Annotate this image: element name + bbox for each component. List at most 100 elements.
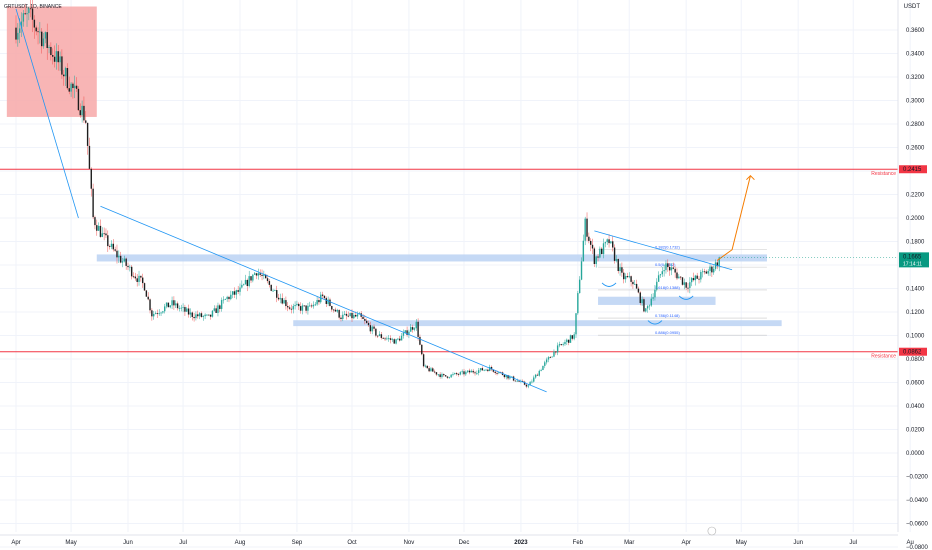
- price-axis[interactable]: 0.3600 0.3400 0.3200 0.3000 0.2800 0.2600 0.24…: [897, 0, 929, 550]
- candle-body: [426, 365, 428, 369]
- resistance-price-label: 0.0862: [903, 350, 922, 356]
- rounding-bottom-arc: [678, 295, 694, 300]
- candle-body: [217, 305, 219, 313]
- candle-body: [601, 248, 603, 255]
- candle-body: [659, 274, 662, 276]
- candle-body: [252, 274, 254, 281]
- candle-body: [476, 373, 478, 374]
- fib-label: 0.618(0.1388): [655, 285, 681, 290]
- candle-body: [356, 314, 359, 317]
- candle-body: [367, 322, 370, 326]
- candle-body: [134, 276, 137, 279]
- candle-body: [562, 344, 564, 345]
- candle-body: [388, 338, 390, 340]
- projection-arrow[interactable]: [717, 174, 755, 261]
- candle-body: [64, 68, 67, 77]
- candle-body: [281, 298, 283, 304]
- candle-body: [239, 287, 241, 292]
- candle-body: [318, 300, 320, 303]
- candle-body: [588, 236, 590, 241]
- candle-body: [489, 366, 491, 372]
- candle-body: [165, 302, 168, 307]
- candle-body: [272, 290, 274, 292]
- trendline[interactable]: [15, 8, 79, 219]
- resistance-tag: Resistance: [871, 354, 896, 360]
- candle-body: [413, 328, 416, 330]
- candle-body: [235, 290, 238, 295]
- candle-body: [468, 370, 471, 373]
- y-tick-label: 0.0200: [906, 428, 925, 434]
- candle-body: [153, 313, 155, 317]
- resistance-price-box: [899, 347, 927, 356]
- support-resistance-zone: [96, 254, 767, 262]
- candle-body: [505, 375, 507, 378]
- candle-body: [255, 273, 258, 276]
- candle-body: [338, 310, 340, 318]
- candle-body: [310, 305, 313, 307]
- candle-body: [219, 305, 221, 309]
- resistance-lines[interactable]: Resistance Resistance: [0, 168, 898, 360]
- candle-body: [663, 270, 665, 272]
- candle-body: [705, 271, 708, 274]
- candle-body: [591, 244, 594, 249]
- candle-body: [156, 313, 159, 315]
- event-flag-icon[interactable]: [707, 526, 717, 536]
- candle-body: [571, 335, 574, 339]
- candle-body: [542, 365, 544, 371]
- last-price-countdown: 17:14:11: [903, 261, 922, 267]
- candle-body: [630, 276, 632, 282]
- y-tick-label: 0.3200: [906, 75, 925, 81]
- y-tick-label: 0.0400: [906, 404, 925, 410]
- candle-body: [474, 372, 476, 374]
- candle-body: [683, 282, 686, 285]
- projection-path[interactable]: [717, 175, 751, 261]
- candle-body: [656, 281, 658, 290]
- candle-body: [602, 243, 605, 255]
- candle-body: [448, 377, 451, 379]
- candle-body: [422, 354, 425, 367]
- candle-body: [195, 314, 197, 319]
- y-tick-label: 0.1200: [906, 310, 925, 316]
- candle-body: [162, 311, 164, 313]
- y-tick-label: 0.3600: [906, 28, 925, 34]
- candle-body: [613, 247, 616, 261]
- trendline[interactable]: [100, 205, 547, 393]
- y-tick-label: 0.1800: [906, 240, 925, 246]
- candle-body: [149, 299, 151, 311]
- candle-body: [222, 299, 225, 301]
- candle-body: [158, 313, 160, 315]
- candle-body: [329, 299, 331, 306]
- candle-body: [410, 327, 412, 332]
- candle-body: [648, 305, 651, 307]
- trendlines[interactable]: [15, 8, 733, 393]
- trendline[interactable]: [594, 230, 733, 271]
- candle-body: [641, 299, 643, 304]
- candle-body: [55, 51, 58, 62]
- candle-body: [681, 277, 684, 285]
- candle-body: [44, 32, 47, 39]
- candle-body: [173, 300, 175, 306]
- candle-body: [105, 233, 107, 236]
- candle-body: [670, 267, 673, 271]
- candle-body: [454, 373, 456, 375]
- candle-body: [531, 381, 533, 383]
- y-tick-label: −0.0400: [906, 498, 929, 504]
- candle-body: [584, 218, 586, 241]
- candle-body: [261, 274, 263, 276]
- candle-body: [538, 370, 540, 376]
- x-tick-label: Aug: [235, 540, 246, 546]
- candle-body: [707, 270, 709, 274]
- candle-body: [53, 56, 56, 62]
- candle-body: [332, 309, 335, 311]
- candle-body: [259, 273, 261, 275]
- time-axis[interactable]: Apr May Jun Jul Aug Sep Oct Nov Dec 2023 Feb Mar Apr…: [0, 526, 914, 546]
- candle-body: [268, 281, 271, 285]
- candle-body: [635, 283, 638, 289]
- candle-body: [42, 38, 45, 47]
- candle-body: [70, 83, 72, 92]
- candle-body: [406, 330, 408, 335]
- candle-body: [551, 356, 553, 358]
- candle-body: [347, 315, 350, 317]
